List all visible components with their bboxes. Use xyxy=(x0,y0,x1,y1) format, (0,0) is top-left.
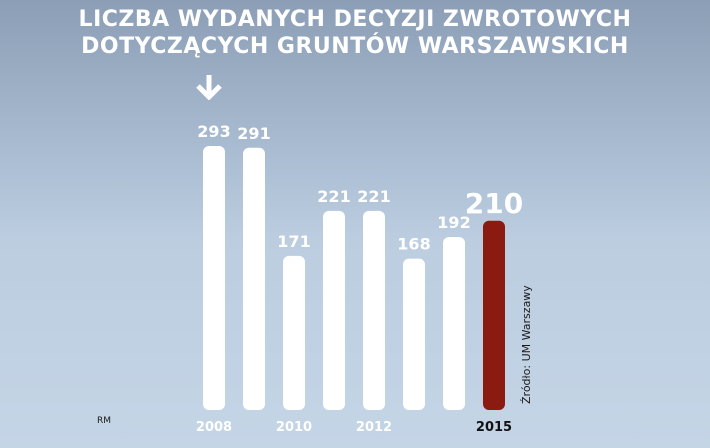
chart-title: LICZBA WYDANYCH DECYZJI ZWROTOWYCH DOTYC… xyxy=(0,6,710,60)
bar-2014 xyxy=(443,237,465,410)
bar-2015 xyxy=(483,220,505,410)
value-label-2010: 171 xyxy=(277,232,310,251)
x-tick-label-2012: 2012 xyxy=(356,420,392,435)
value-label-2008: 293 xyxy=(197,122,230,141)
value-label-2012: 221 xyxy=(357,187,390,206)
bar-2008 xyxy=(203,146,225,410)
x-tick-label-2010: 2010 xyxy=(276,420,312,435)
bar-2010 xyxy=(283,255,305,410)
arrow-down-icon xyxy=(196,75,222,100)
value-label-2014: 192 xyxy=(437,213,470,232)
value-label-2015: 210 xyxy=(465,187,523,220)
value-label-2011: 221 xyxy=(317,187,350,206)
x-tick-label-2008: 2008 xyxy=(196,420,232,435)
source-note: Źródło: UM Warszawy xyxy=(520,285,533,404)
author-credit: RM xyxy=(97,416,112,426)
bar-2011 xyxy=(323,210,345,410)
chart-title-line-2: DOTYCZĄCYCH GRUNTÓW WARSZAWSKICH xyxy=(81,34,629,59)
bar-2013 xyxy=(403,258,425,410)
value-label-2013: 168 xyxy=(397,235,430,254)
bar-2012 xyxy=(363,210,385,410)
bar-2009 xyxy=(243,147,265,410)
chart-title-line-1: LICZBA WYDANYCH DECYZJI ZWROTOWYCH xyxy=(78,7,632,32)
value-label-2009: 291 xyxy=(237,124,270,143)
x-tick-label-2015: 2015 xyxy=(476,420,512,435)
